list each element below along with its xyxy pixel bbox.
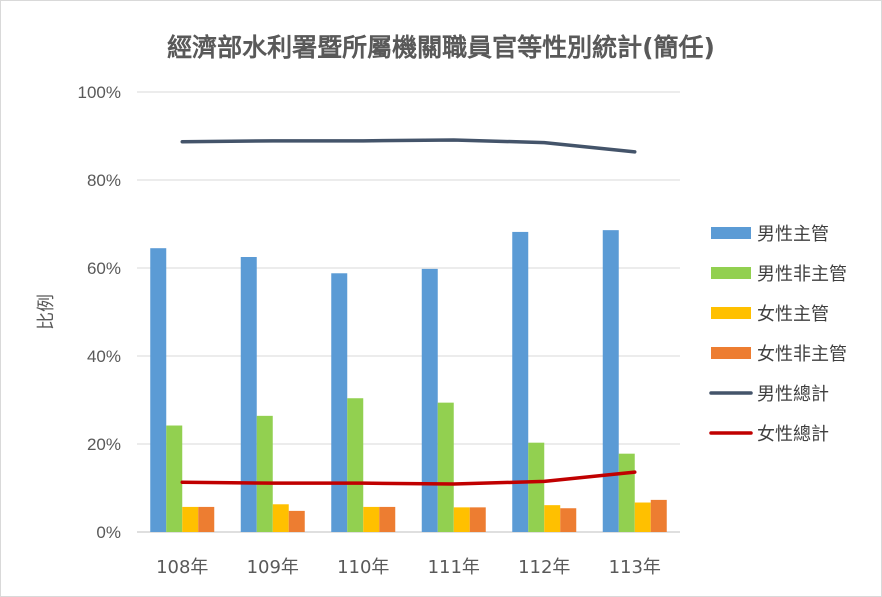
bar-男性非主管 <box>618 453 635 532</box>
legend-label: 女性總計 <box>757 424 829 445</box>
bar-女性主管 <box>453 507 470 532</box>
bar-男性主管 <box>150 248 167 532</box>
bar-女性非主管 <box>469 507 486 532</box>
y-tick-label: 80% <box>87 171 121 190</box>
x-tick-label: 109年 <box>247 557 299 578</box>
x-tick-label: 113年 <box>609 557 661 578</box>
x-tick-label: 111年 <box>428 557 480 578</box>
bar-女性主管 <box>544 505 561 532</box>
bar-女性主管 <box>634 502 651 532</box>
bar-女性非主管 <box>288 510 305 532</box>
bar-男性非主管 <box>347 398 364 532</box>
y-tick-label: 60% <box>87 259 121 278</box>
line-女性總計 <box>180 470 637 486</box>
line-男性總計 <box>180 138 637 154</box>
bar-男性主管 <box>421 268 438 532</box>
legend-swatch <box>711 227 751 239</box>
chart-title: 經濟部水利署暨所屬機關職員官等性別統計(簡任) <box>167 33 715 62</box>
y-tick-label: 20% <box>87 435 121 454</box>
bar-男性非主管 <box>437 402 454 532</box>
bar-男性非主管 <box>256 415 273 532</box>
bar-女性主管 <box>272 504 289 532</box>
bar-男性非主管 <box>166 425 183 532</box>
bar-男性主管 <box>512 231 529 533</box>
y-tick-label: 100% <box>78 83 121 102</box>
x-tick-label: 108年 <box>156 557 208 578</box>
bar-女性非主管 <box>379 506 396 532</box>
bar-男性主管 <box>331 273 348 532</box>
bar-女性主管 <box>182 506 199 532</box>
x-tick-label: 112年 <box>518 557 570 578</box>
legend-swatch <box>711 307 751 319</box>
y-tick-label: 0% <box>96 523 121 542</box>
bar-男性非主管 <box>528 442 545 532</box>
bar-男性主管 <box>602 230 619 532</box>
bar-男性主管 <box>240 257 257 532</box>
legend-label: 女性主管 <box>757 304 829 325</box>
legend-swatch <box>711 267 751 279</box>
y-tick-label: 40% <box>87 347 121 366</box>
legend-label: 男性主管 <box>757 224 829 245</box>
legend-swatch <box>711 347 751 359</box>
legend-label: 女性非主管 <box>757 344 847 365</box>
bar-女性非主管 <box>560 508 577 532</box>
x-tick-label: 110年 <box>337 557 389 578</box>
bar-女性非主管 <box>650 499 667 532</box>
y-axis-label: 比例 <box>36 294 57 330</box>
bar-女性主管 <box>363 506 380 532</box>
legend-label: 男性總計 <box>757 384 829 405</box>
legend-label: 男性非主管 <box>757 264 847 285</box>
bar-女性非主管 <box>198 506 215 532</box>
